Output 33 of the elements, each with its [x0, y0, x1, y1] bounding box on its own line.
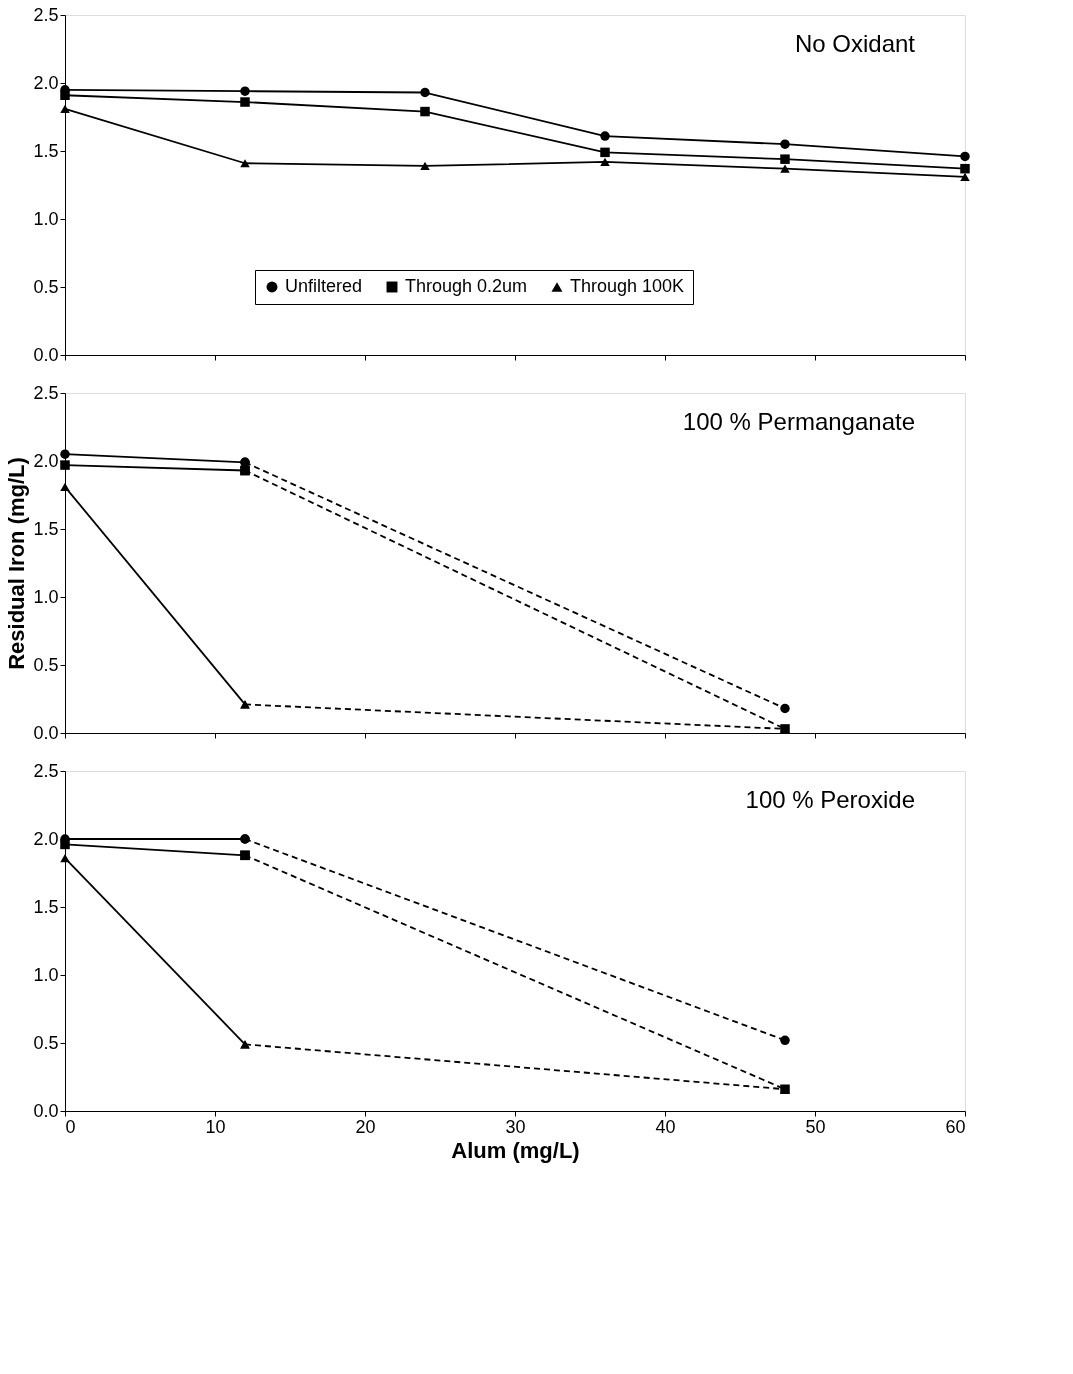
text: No Oxidant: [794, 30, 916, 57]
x-axis-title: Alum (mg/L): [451, 1137, 580, 1163]
x-tick-label: 0: [65, 1116, 76, 1137]
x-tick-label: 30: [505, 1116, 526, 1137]
x-tick-label: 60: [945, 1116, 966, 1137]
y-tick-label: 1.5: [33, 896, 59, 917]
legend-label: Through 0.2um: [405, 276, 528, 296]
x-tick-label: 40: [655, 1116, 676, 1137]
legend-label: Through 100K: [570, 276, 685, 296]
y-tick-label: 1.0: [33, 208, 59, 229]
y-tick-label: 0.0: [33, 1100, 59, 1121]
y-tick-label: 2.5: [33, 4, 59, 25]
x-tick-label: 50: [805, 1116, 826, 1137]
legend-label: Unfiltered: [285, 276, 363, 296]
y-tick-label: 2.5: [33, 382, 59, 403]
text: 100 % Peroxide: [745, 786, 915, 813]
y-tick-label: 2.0: [33, 72, 59, 93]
x-tick-label: 10: [205, 1116, 226, 1137]
x-tick-label: 20: [355, 1116, 376, 1137]
text: 100 % Permanganate: [682, 408, 915, 435]
y-tick-label: 1.5: [33, 140, 59, 161]
y-axis-title: Residual Iron (mg/L): [4, 457, 30, 670]
y-tick-label: 2.5: [33, 760, 59, 781]
y-tick-label: 0.0: [33, 344, 59, 365]
y-tick-label: 0.0: [33, 722, 59, 743]
y-tick-label: 2.0: [33, 450, 59, 471]
y-tick-label: 2.0: [33, 828, 59, 849]
y-tick-label: 0.5: [33, 276, 59, 297]
y-tick-label: 1.0: [33, 586, 59, 607]
y-tick-label: 1.5: [33, 518, 59, 539]
y-tick-label: 1.0: [33, 964, 59, 985]
y-tick-label: 0.5: [33, 1032, 59, 1053]
y-tick-label: 0.5: [33, 654, 59, 675]
